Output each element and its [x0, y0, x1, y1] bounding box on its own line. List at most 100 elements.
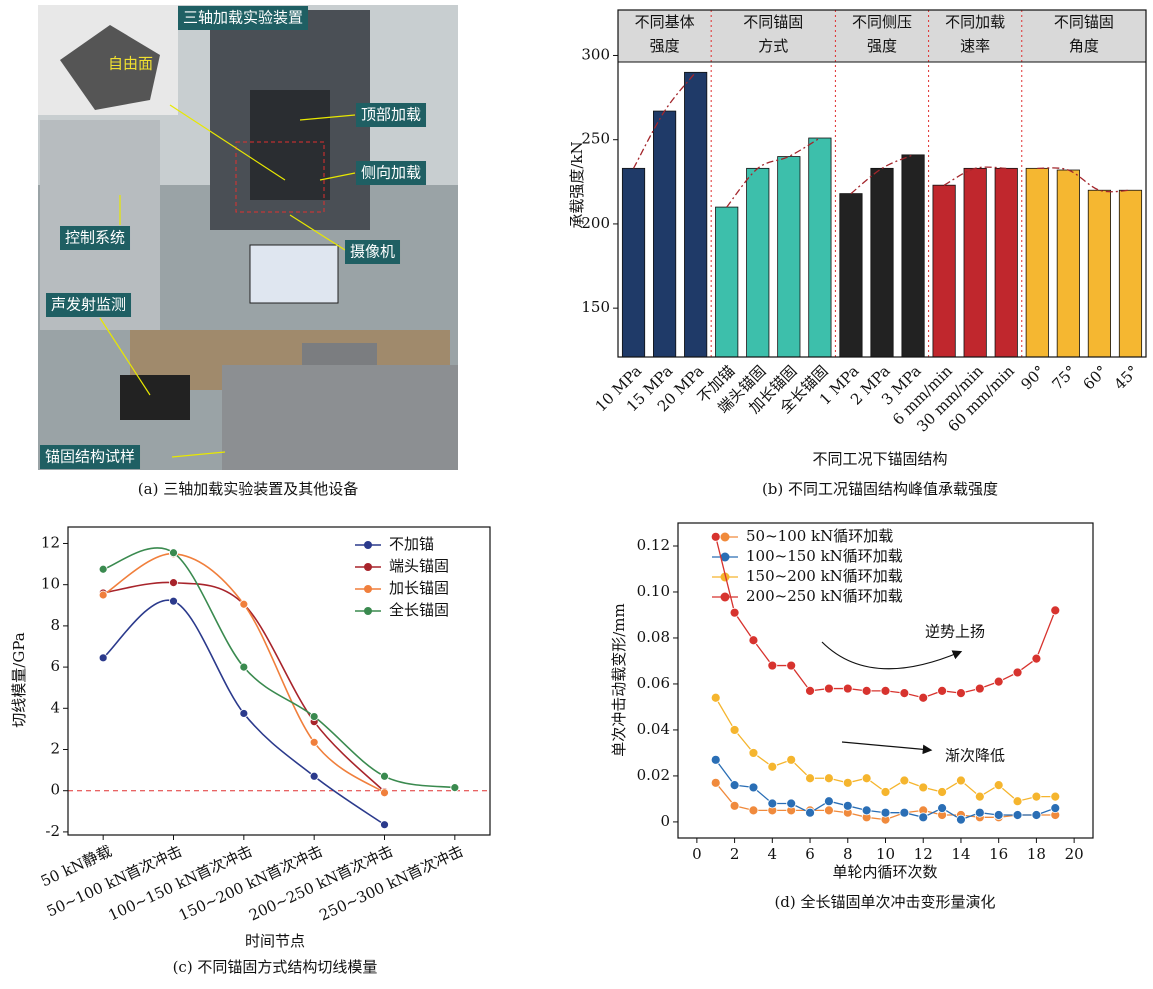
legend-label: 150~200 kN循环加载 — [746, 567, 903, 585]
bar — [778, 157, 800, 357]
photo-label: 顶部加载 — [361, 106, 421, 124]
photo-label: 侧向加载 — [361, 164, 421, 182]
y-tick-label: 4 — [50, 698, 60, 716]
group-header-label: 不同基体 — [635, 13, 695, 31]
bar — [871, 168, 893, 357]
machine-core — [250, 90, 330, 200]
x-tick-label: 20 — [1065, 845, 1084, 863]
data-point — [1051, 606, 1060, 615]
data-point — [240, 709, 248, 717]
data-point — [170, 597, 178, 605]
y-tick-label: 0 — [660, 812, 670, 830]
x-tick-label: 90° — [1017, 362, 1049, 394]
legend-label: 100~150 kN循环加载 — [746, 547, 903, 565]
photo-label: 声发射监测 — [51, 296, 126, 314]
data-point — [170, 549, 178, 557]
bar — [716, 207, 738, 357]
specimen-top — [302, 343, 377, 368]
photo-label: 摄像机 — [350, 243, 395, 261]
legend-marker — [364, 541, 372, 549]
x-tick-label: 12 — [914, 845, 933, 863]
data-point — [843, 684, 852, 693]
data-point — [994, 811, 1003, 820]
data-point — [824, 806, 833, 815]
legend-label: 50~100 kN循环加载 — [746, 527, 893, 545]
bar — [747, 168, 769, 357]
data-point — [824, 774, 833, 783]
x-tick-label: 8 — [843, 845, 853, 863]
data-point — [919, 783, 928, 792]
data-point — [749, 748, 758, 757]
group-header-label: 不同侧压 — [852, 13, 912, 31]
group-header-label: 不同加载 — [945, 13, 1005, 31]
data-point — [900, 776, 909, 785]
figure: 三轴加载实验装置自由面顶部加载侧向加载控制系统摄像机声发射监测锚固结构试样(a)… — [0, 0, 1153, 989]
data-point — [1051, 792, 1060, 801]
data-point — [843, 778, 852, 787]
data-point — [938, 804, 947, 813]
series-line — [103, 554, 384, 793]
y-tick-label: 0.12 — [637, 536, 670, 554]
x-tick-label: 6 — [805, 845, 815, 863]
y-axis-label: 承载强度/kN — [568, 141, 586, 228]
photo-label: 锚固结构试样 — [45, 448, 135, 466]
bar — [902, 155, 924, 357]
data-point — [1013, 797, 1022, 806]
y-tick-label: 0.04 — [637, 720, 670, 738]
data-point — [711, 532, 720, 541]
group-header-label: 速率 — [960, 37, 990, 55]
x-axis-label: 不同工况下锚固结构 — [812, 450, 947, 468]
data-point — [1032, 811, 1041, 820]
y-tick-label: 10 — [41, 575, 60, 593]
bar — [684, 72, 706, 357]
x-tick-label: 60° — [1080, 362, 1112, 394]
data-point — [862, 806, 871, 815]
photo-label: 自由面 — [108, 55, 153, 73]
y-axis-label: 单次冲击动载变形/mm — [610, 603, 628, 757]
bar — [622, 168, 644, 357]
y-tick-label: 0.06 — [637, 674, 670, 692]
data-point — [381, 772, 389, 780]
data-point — [881, 686, 890, 695]
data-point — [806, 686, 815, 695]
legend-marker — [364, 607, 372, 615]
x-tick-label: 18 — [1027, 845, 1046, 863]
legend-marker — [364, 585, 372, 593]
data-point — [749, 636, 758, 645]
data-point — [975, 808, 984, 817]
data-point — [956, 689, 965, 698]
data-point — [730, 781, 739, 790]
legend-label: 不加锚 — [389, 535, 434, 553]
bar — [1026, 168, 1048, 357]
data-point — [1051, 804, 1060, 813]
photo-label: 控制系统 — [65, 229, 125, 247]
legend-label: 加长锚固 — [389, 579, 449, 597]
x-tick-label: 10 — [876, 845, 895, 863]
x-tick-label: 75° — [1048, 362, 1080, 394]
data-point — [1032, 792, 1041, 801]
data-point — [99, 565, 107, 573]
legend-marker — [364, 563, 372, 571]
data-point — [1013, 811, 1022, 820]
data-point — [824, 684, 833, 693]
data-point — [1013, 668, 1022, 677]
caption: (a) 三轴加载实验装置及其他设备 — [138, 480, 358, 498]
data-point — [787, 661, 796, 670]
x-tick-label: 16 — [989, 845, 1008, 863]
bar — [840, 194, 862, 357]
data-point — [1032, 654, 1041, 663]
trend-line — [1037, 168, 1130, 192]
data-point — [730, 608, 739, 617]
data-point — [843, 801, 852, 810]
data-point — [806, 808, 815, 817]
bar — [1057, 170, 1079, 357]
caption: (d) 全长锚固单次冲击变形量演化 — [774, 893, 995, 911]
x-tick-label: 14 — [951, 845, 970, 863]
data-point — [99, 591, 107, 599]
data-point — [919, 693, 928, 702]
data-point — [711, 693, 720, 702]
data-point — [240, 600, 248, 608]
monitor — [250, 245, 338, 303]
y-tick-label: 300 — [581, 45, 610, 63]
y-tick-label: 2 — [50, 740, 60, 758]
